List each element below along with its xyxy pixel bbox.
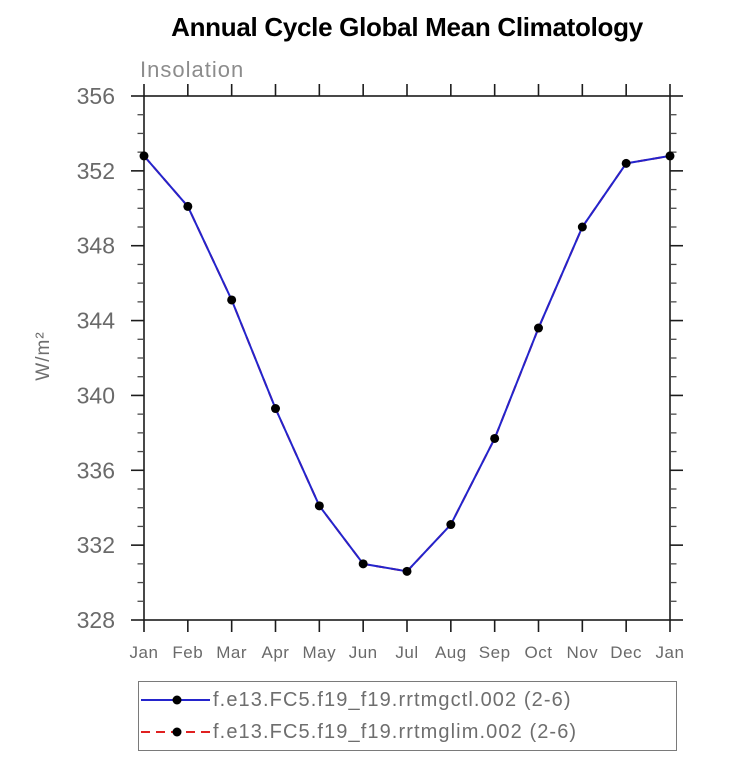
data-point-marker — [446, 520, 456, 530]
data-point-marker — [183, 201, 193, 211]
legend-label-series-2: f.e13.FC5.f19_f19.rrtmglim.002 (2-6) — [213, 720, 578, 743]
legend-item: f.e13.FC5.f19_f19.rrtmglim.002 (2-6) — [141, 716, 676, 748]
y-tick-label: 352 — [77, 158, 115, 184]
data-point-marker — [139, 151, 149, 161]
plot-frame — [143, 95, 671, 621]
legend-line-sample-solid — [141, 695, 210, 705]
series-line-solid — [143, 154, 671, 573]
y-axis-label: W/m² — [33, 331, 54, 381]
data-point-marker — [271, 404, 280, 414]
data-point-marker — [534, 323, 543, 333]
legend-marker-dot-icon — [172, 695, 182, 705]
month-tick-label: Jul — [395, 643, 418, 662]
month-tick-label: Mar — [216, 643, 247, 662]
month-tick-label: Dec — [610, 643, 642, 662]
month-tick-label: Aug — [435, 643, 467, 662]
month-tick-label: Apr — [262, 643, 290, 662]
data-point-marker — [577, 222, 587, 232]
series-line-dashed — [143, 154, 671, 573]
y-tick-label: 328 — [77, 607, 115, 633]
month-tick-label: Nov — [566, 643, 598, 662]
data-point-marker — [358, 559, 368, 569]
month-tick-label: Jun — [349, 643, 378, 662]
month-tick-label: Sep — [479, 643, 511, 662]
data-point-marker — [621, 158, 631, 168]
chart-title: Annual Cycle Global Mean Climatology — [171, 12, 643, 42]
data-point-marker — [490, 433, 500, 443]
y-tick-label: 336 — [77, 457, 115, 483]
legend: f.e13.FC5.f19_f19.rrtmgctl.002 (2-6) f.e… — [138, 681, 677, 751]
data-point-marker — [314, 501, 324, 511]
month-tick-label: May — [303, 643, 337, 662]
y-tick-label: 340 — [77, 382, 115, 408]
y-tick-label: 348 — [77, 233, 115, 259]
y-tick-label: 356 — [77, 83, 115, 109]
legend-line-sample-dashed — [141, 727, 210, 737]
month-tick-label: Oct — [525, 643, 553, 662]
chart-subtitle: Insolation — [140, 57, 245, 82]
y-tick-label: 344 — [77, 308, 116, 334]
month-tick-label: Jan — [130, 643, 159, 662]
y-tick-label: 332 — [77, 532, 115, 558]
month-tick-label: Feb — [172, 643, 203, 662]
month-tick-label: Jan — [656, 643, 685, 662]
data-point-marker — [227, 295, 237, 305]
data-point-marker — [665, 151, 675, 161]
legend-label-series-1: f.e13.FC5.f19_f19.rrtmgctl.002 (2-6) — [213, 688, 572, 711]
legend-marker-dot-icon — [172, 727, 182, 737]
legend-item: f.e13.FC5.f19_f19.rrtmgctl.002 (2-6) — [141, 684, 676, 716]
data-point-marker — [402, 566, 412, 576]
